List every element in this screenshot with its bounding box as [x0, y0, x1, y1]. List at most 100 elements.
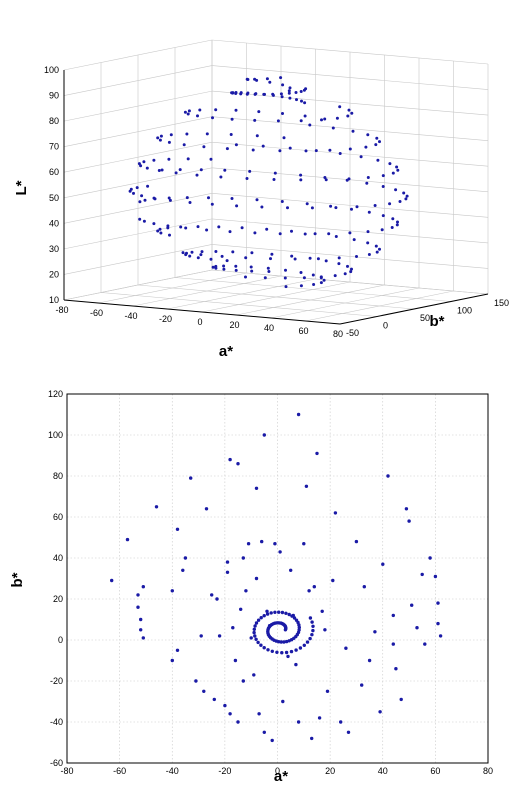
data-point-3d — [381, 185, 385, 188]
y-tick-label: 80 — [53, 471, 63, 481]
data-point-3d — [166, 226, 170, 230]
data-point-3d — [145, 166, 149, 170]
data-point — [175, 648, 180, 652]
data-point-3d — [196, 114, 199, 118]
data-point — [204, 507, 209, 511]
data-point-3d — [266, 266, 270, 270]
data-point-3d — [188, 254, 192, 258]
data-point-3d — [276, 119, 280, 123]
data-point-3d — [324, 259, 328, 263]
data-point — [253, 634, 257, 638]
data-point-3d — [284, 268, 287, 272]
back-wall-gridline — [211, 141, 489, 167]
data-point — [254, 576, 259, 581]
data-point-3d — [281, 112, 284, 115]
data-point-3d — [187, 109, 191, 113]
data-point — [391, 642, 395, 646]
data-point — [270, 738, 274, 743]
data-point — [399, 697, 403, 702]
data-point-3d — [158, 227, 162, 231]
data-point — [269, 611, 273, 615]
data-point — [254, 637, 258, 641]
3d-data-points — [128, 76, 409, 289]
z-tick-label: 80 — [49, 116, 59, 126]
data-point-3d — [251, 148, 255, 152]
data-point-3d — [269, 257, 272, 261]
data-point — [294, 662, 298, 667]
data-point — [436, 621, 440, 626]
data-point-3d — [348, 147, 352, 151]
data-point-3d — [338, 105, 342, 109]
data-point — [333, 511, 338, 515]
data-point — [290, 614, 294, 618]
data-point-3d — [337, 256, 341, 260]
data-point-3d — [299, 284, 303, 288]
z-tick-label: 30 — [49, 244, 59, 254]
data-point-3d — [313, 232, 317, 236]
data-point-3d — [196, 225, 200, 229]
data-point-3d — [394, 188, 398, 192]
data-point-3d — [366, 133, 370, 137]
x-tick-label: 20 — [325, 766, 335, 776]
data-point-3d — [299, 119, 303, 123]
x-tick-label: 20 — [229, 320, 239, 330]
data-point-3d — [367, 210, 371, 214]
data-point-3d — [169, 133, 173, 137]
z-tick-label: 10 — [49, 295, 59, 305]
data-point-3d — [281, 83, 285, 87]
data-point — [436, 601, 440, 605]
data-point — [189, 476, 193, 480]
data-point — [139, 617, 143, 622]
data-point-3d — [222, 267, 226, 271]
data-point-3d — [303, 101, 307, 105]
data-point-3d — [179, 225, 183, 229]
data-point-3d — [265, 227, 269, 231]
data-point-3d — [374, 143, 378, 147]
data-point-3d — [366, 241, 370, 245]
data-point — [298, 646, 303, 650]
data-point-3d — [253, 77, 257, 81]
x-axis-label: a* — [219, 343, 233, 360]
data-point-3d — [335, 116, 339, 120]
data-point — [320, 609, 324, 613]
x-tick-label: 40 — [378, 766, 388, 776]
data-point-3d — [346, 264, 349, 268]
x-tick-label: -40 — [124, 311, 137, 321]
data-point — [310, 620, 314, 624]
data-point — [278, 550, 282, 554]
data-point-3d — [286, 206, 289, 210]
data-point-3d — [345, 178, 349, 182]
3d-grid — [63, 39, 489, 325]
data-point — [212, 697, 216, 702]
data-point-3d — [132, 191, 135, 195]
data-point-3d — [350, 207, 353, 211]
data-point-3d — [190, 250, 194, 254]
data-point-3d — [402, 191, 406, 195]
left-wall-gridline — [63, 39, 213, 71]
data-point-3d — [138, 217, 142, 221]
back-wall-gridline — [211, 193, 489, 218]
data-point — [297, 625, 301, 630]
data-point-3d — [352, 238, 356, 242]
data-point — [304, 484, 309, 488]
data-point — [194, 679, 198, 683]
floor-gridline — [137, 284, 415, 310]
data-point-3d — [375, 250, 379, 254]
y-tick-label: 100 — [48, 430, 63, 440]
data-point-3d — [351, 129, 355, 133]
data-point — [310, 736, 314, 741]
data-point-3d — [288, 86, 292, 90]
data-point-3d — [378, 247, 381, 251]
data-point — [136, 605, 140, 609]
data-point — [420, 572, 424, 577]
data-point-3d — [231, 91, 235, 95]
data-point-3d — [178, 168, 182, 172]
data-point-3d — [388, 162, 392, 166]
data-point — [270, 649, 274, 653]
x-tick-label: -60 — [113, 766, 126, 776]
y-tick-label: 60 — [53, 512, 63, 522]
data-point-3d — [234, 264, 238, 268]
data-point — [262, 433, 266, 437]
data-point — [410, 603, 414, 607]
back-wall-gridline — [211, 65, 489, 90]
